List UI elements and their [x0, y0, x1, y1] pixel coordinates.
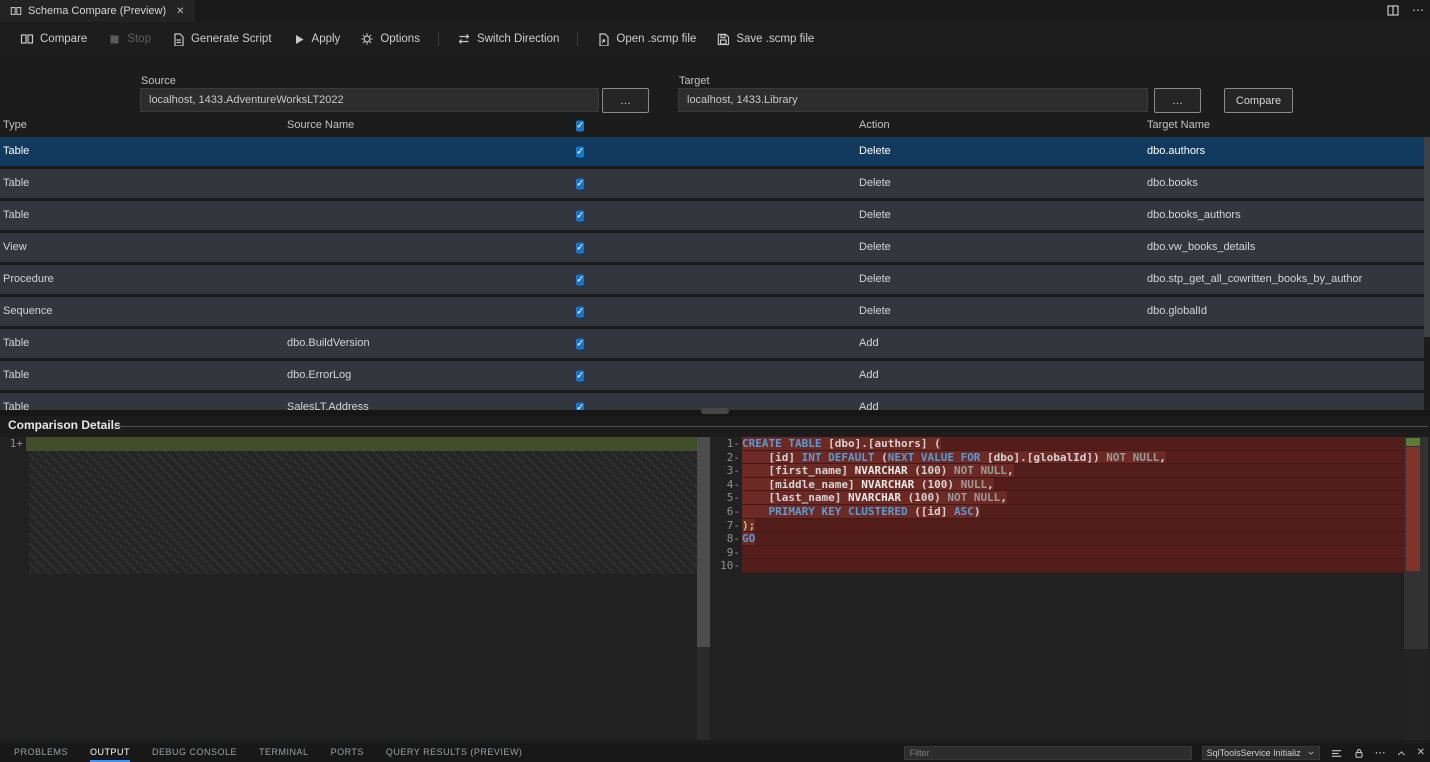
row-checkbox[interactable]: ✓	[576, 210, 585, 221]
tab-title: Schema Compare (Preview)	[28, 5, 167, 17]
compare-action-button[interactable]: Compare	[1224, 88, 1293, 113]
table-row[interactable]: Table ✓ Delete dbo.books_authors	[0, 201, 1424, 230]
output-filter-input[interactable]	[903, 746, 1192, 760]
tab-output[interactable]: OUTPUT	[90, 744, 131, 762]
diff-editor: 1+ 1- CREATE TABLE [dbo].[authors] (2- [i…	[0, 437, 1430, 740]
column-type: Type	[3, 119, 27, 131]
close-panel-icon[interactable]: ✕	[1416, 747, 1425, 758]
chevron-up-icon[interactable]	[1396, 748, 1407, 759]
target-input[interactable]	[678, 88, 1148, 112]
tab-schema-compare[interactable]: Schema Compare (Preview) ✕	[0, 0, 195, 22]
grid-scrollbar[interactable]	[1424, 137, 1430, 410]
table-row[interactable]: Table ✓ Delete dbo.authors	[0, 137, 1424, 166]
table-row[interactable]: Table SalesLT.Address ✓ Add	[0, 393, 1424, 410]
row-checkbox[interactable]: ✓	[576, 242, 585, 253]
lock-icon[interactable]	[1353, 747, 1365, 759]
column-target-name: Target Name	[1147, 119, 1210, 131]
diff-filler-hatch	[29, 451, 697, 574]
output-lines-icon[interactable]	[1330, 747, 1343, 760]
table-row[interactable]: Table ✓ Delete dbo.books	[0, 169, 1424, 198]
diff-source-pane[interactable]: 1+	[0, 437, 697, 740]
diff-overview-ruler[interactable]	[1404, 437, 1428, 740]
open-scmp-button[interactable]: Open .scmp file	[586, 27, 706, 51]
chevron-down-icon	[1307, 749, 1315, 757]
diff-target-pane[interactable]: 1- CREATE TABLE [dbo].[authors] (2- [id] …	[710, 437, 1404, 740]
split-editor-icon[interactable]	[1386, 3, 1400, 17]
table-row[interactable]: Table dbo.ErrorLog ✓ Add	[0, 361, 1424, 390]
source-browse-button[interactable]: …	[602, 88, 649, 113]
bottom-panel-bar: PROBLEMS OUTPUT DEBUG CONSOLE TERMINAL P…	[0, 744, 1430, 762]
comparison-details-title: Comparison Details	[8, 418, 121, 432]
toolbar-separator	[437, 31, 439, 46]
tab-terminal[interactable]: TERMINAL	[259, 747, 309, 757]
table-row[interactable]: Sequence ✓ Delete dbo.globalId	[0, 297, 1424, 326]
row-checkbox[interactable]: ✓	[576, 402, 585, 410]
target-browse-button[interactable]: …	[1154, 88, 1201, 113]
table-row[interactable]: View ✓ Delete dbo.vw_books_details	[0, 233, 1424, 262]
tab-query-results[interactable]: QUERY RESULTS (PREVIEW)	[385, 747, 523, 757]
target-label: Target	[679, 75, 710, 87]
row-checkbox[interactable]: ✓	[576, 370, 585, 381]
tab-ports[interactable]: PORTS	[330, 747, 364, 757]
toolbar-separator	[577, 31, 579, 46]
row-checkbox[interactable]: ✓	[576, 338, 585, 349]
tab-problems[interactable]: PROBLEMS	[14, 747, 69, 757]
diff-right-lines: 1- CREATE TABLE [dbo].[authors] (2- [id] …	[710, 437, 1404, 573]
schema-compare-icon	[10, 5, 22, 17]
table-row[interactable]: Procedure ✓ Delete dbo.stp_get_all_cowri…	[0, 265, 1424, 294]
row-checkbox[interactable]: ✓	[576, 178, 585, 189]
row-checkbox[interactable]: ✓	[576, 274, 585, 285]
table-row[interactable]: Table dbo.BuildVersion ✓ Add	[0, 329, 1424, 358]
tab-close-icon[interactable]: ✕	[176, 5, 185, 17]
select-all-checkbox[interactable]: ✓	[576, 120, 585, 131]
column-action: Action	[859, 119, 890, 131]
details-divider	[113, 426, 1428, 427]
source-label: Source	[141, 75, 176, 87]
output-channel-select[interactable]: SqlToolsService Initializ	[1201, 746, 1320, 760]
schema-diff-grid: Type Source Name ✓ Action Target Name Ta…	[0, 114, 1424, 410]
ruler-removed-mark	[1406, 447, 1420, 571]
source-input[interactable]	[140, 88, 599, 112]
more-icon[interactable]: ⋯	[1374, 747, 1386, 759]
apply-button[interactable]: Apply	[282, 27, 351, 51]
schema-compare-toolbar: Compare Stop Generate Script Apply Optio…	[0, 22, 1430, 55]
editor-tab-bar: Schema Compare (Preview) ✕ ⋯	[0, 0, 1430, 22]
diff-left-scrollbar[interactable]	[697, 437, 710, 740]
sash-drag-handle[interactable]	[701, 408, 729, 414]
generate-script-button[interactable]: Generate Script	[161, 27, 282, 51]
switch-direction-button[interactable]: Switch Direction	[447, 27, 569, 51]
row-checkbox[interactable]: ✓	[576, 146, 585, 157]
stop-button[interactable]: Stop	[97, 27, 161, 51]
column-source-name: Source Name	[287, 119, 355, 131]
options-button[interactable]: Options	[350, 27, 430, 51]
save-scmp-button[interactable]: Save .scmp file	[706, 27, 824, 51]
grid-header: Type Source Name ✓ Action Target Name	[0, 114, 1424, 137]
more-actions-icon[interactable]: ⋯	[1412, 3, 1424, 17]
compare-button[interactable]: Compare	[10, 27, 97, 51]
diff-left-lines: 1+	[0, 437, 697, 451]
tab-debug-console[interactable]: DEBUG CONSOLE	[152, 747, 238, 757]
row-checkbox[interactable]: ✓	[576, 306, 585, 317]
ruler-added-mark	[1406, 438, 1420, 446]
